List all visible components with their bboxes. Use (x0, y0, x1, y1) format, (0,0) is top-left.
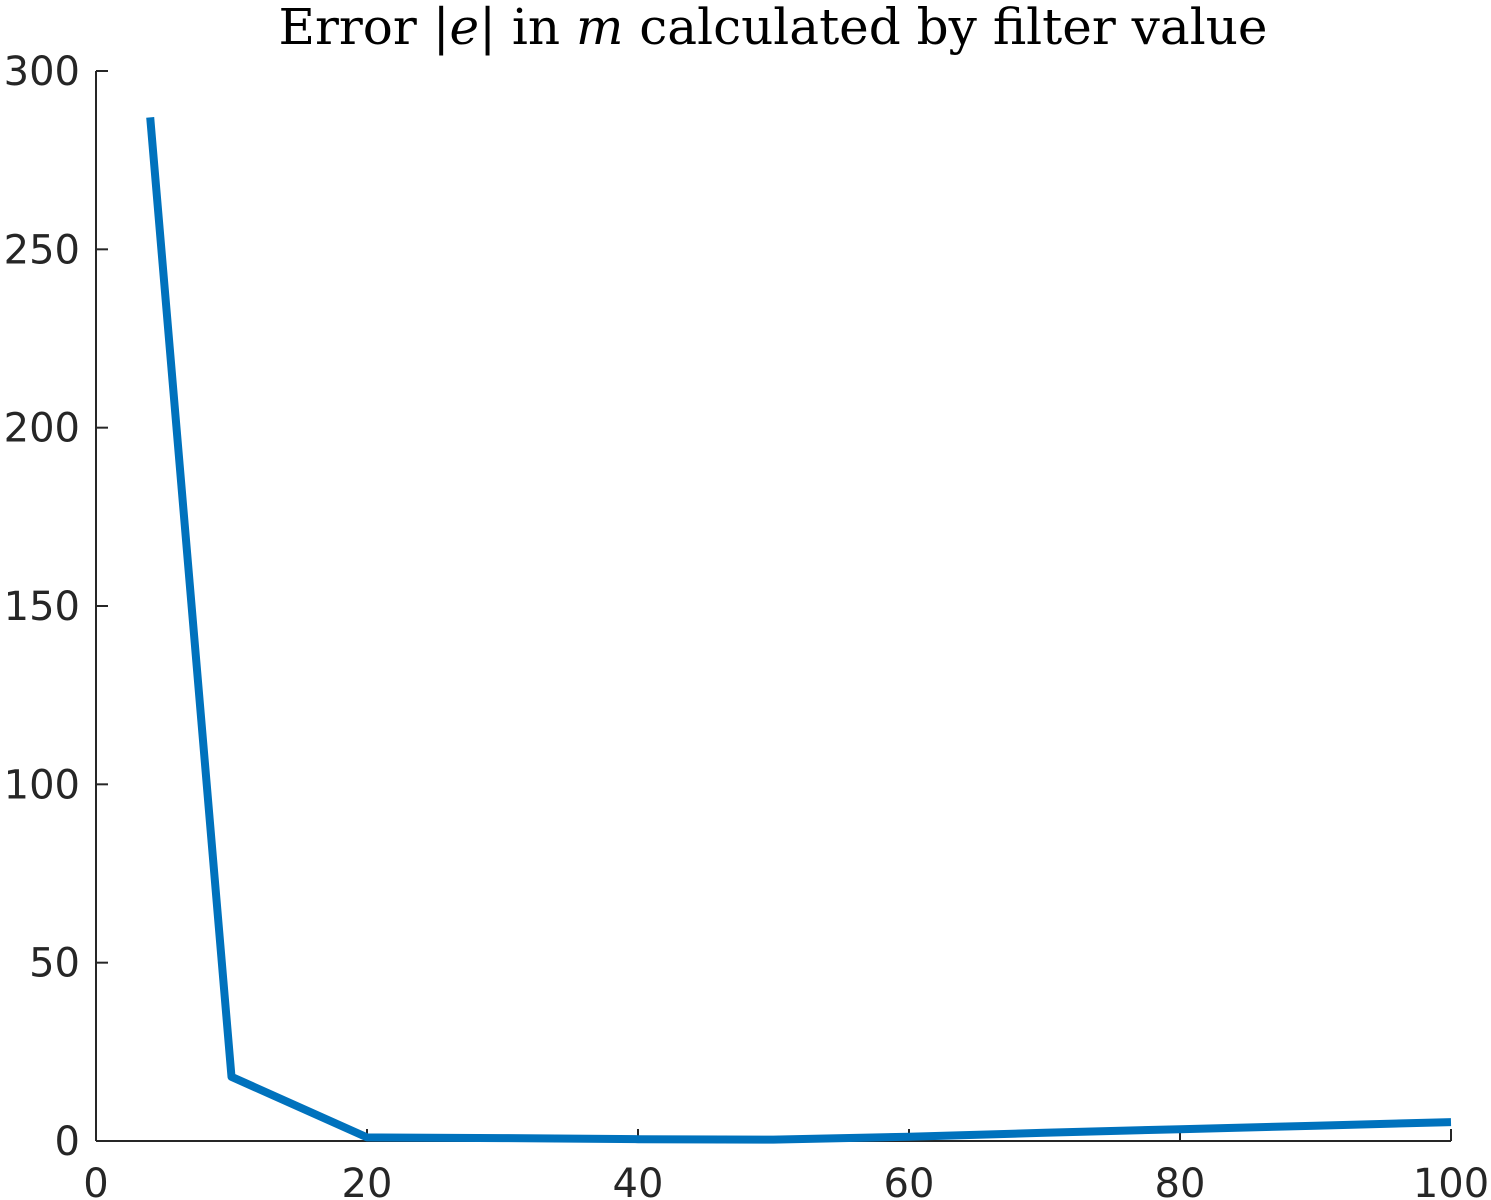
x-tick-label: 100 (1413, 1161, 1489, 1200)
x-tick-label: 40 (613, 1161, 664, 1200)
x-tick-label: 80 (1155, 1161, 1206, 1200)
title-var-e: e (450, 0, 480, 56)
y-tick-label: 50 (29, 941, 80, 987)
x-tick-label: 60 (884, 1161, 935, 1200)
title-part-error: Error | (279, 0, 450, 56)
x-tick-label: 20 (342, 1161, 393, 1200)
y-tick-label: 250 (4, 227, 80, 273)
y-tick-label: 200 (4, 406, 80, 452)
y-tick-label: 100 (4, 762, 80, 808)
title-var-m: m (576, 0, 623, 56)
series-line-1 (146, 117, 1452, 1144)
chart-title: Error |e| in m calculated by filter valu… (279, 0, 1268, 56)
y-tick-label: 150 (4, 584, 80, 630)
series-layer (146, 117, 1452, 1144)
title-part-rest: calculated by filter value (623, 0, 1267, 56)
axes: 0 20 40 60 80 100 0 50 100 150 200 250 300 (4, 49, 1490, 1200)
title-part-in: | in (479, 0, 576, 56)
y-tick-label: 300 (4, 49, 80, 95)
x-tick-label: 0 (83, 1161, 108, 1200)
y-tick-label: 0 (55, 1119, 80, 1165)
